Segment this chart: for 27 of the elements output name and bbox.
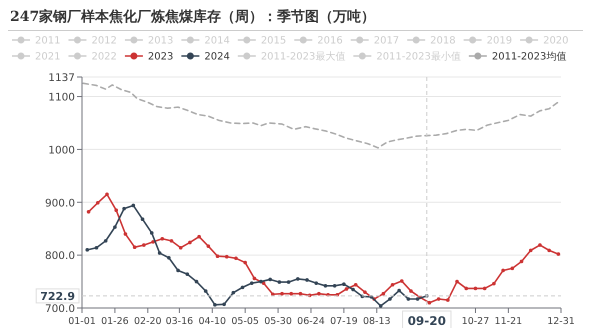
y-tick-label: 900.0 xyxy=(44,197,75,210)
x-tick-label: 08-13 xyxy=(362,316,391,327)
y-tick-label: 1100 xyxy=(48,92,75,104)
legend-label: 2024 xyxy=(204,52,230,63)
ref-x: 09-20 xyxy=(402,76,452,328)
x-tick-label: 03-16 xyxy=(166,316,194,327)
y-tick-label: 800.0 xyxy=(44,250,75,262)
x-tick-label: 01-01 xyxy=(68,316,96,327)
x-tick-label: 12-31 xyxy=(547,316,575,327)
x-tick-label: 07-19 xyxy=(330,316,358,327)
x-tick-label: 05-30 xyxy=(264,316,292,327)
x-tick-label: 02-20 xyxy=(134,316,162,327)
x-tick-label: 06-24 xyxy=(297,316,325,327)
y-tick-label: 1137 xyxy=(48,72,75,84)
x-tick-label: 11-21 xyxy=(494,316,522,327)
ref-line-label: 09-20 xyxy=(408,314,446,328)
ref-y: 722.9 xyxy=(36,288,562,304)
y-tick-label: 700.0 xyxy=(44,303,75,315)
x-tick-label: 05-05 xyxy=(231,316,259,327)
x-tick-label: 04-10 xyxy=(198,316,226,327)
x-tick-label: 01-26 xyxy=(101,316,129,327)
x-tick-label: 10-27 xyxy=(462,316,490,327)
legend-label: 2023 xyxy=(148,52,174,63)
ref-line-label: 722.9 xyxy=(40,290,75,303)
y-tick-label: 1000 xyxy=(48,144,75,156)
legend-label: 2011-2023均值 xyxy=(492,50,566,63)
chart-title: 247家钢厂样本焦化厂炼焦煤库存（周）：季节图（万吨） xyxy=(10,8,376,25)
